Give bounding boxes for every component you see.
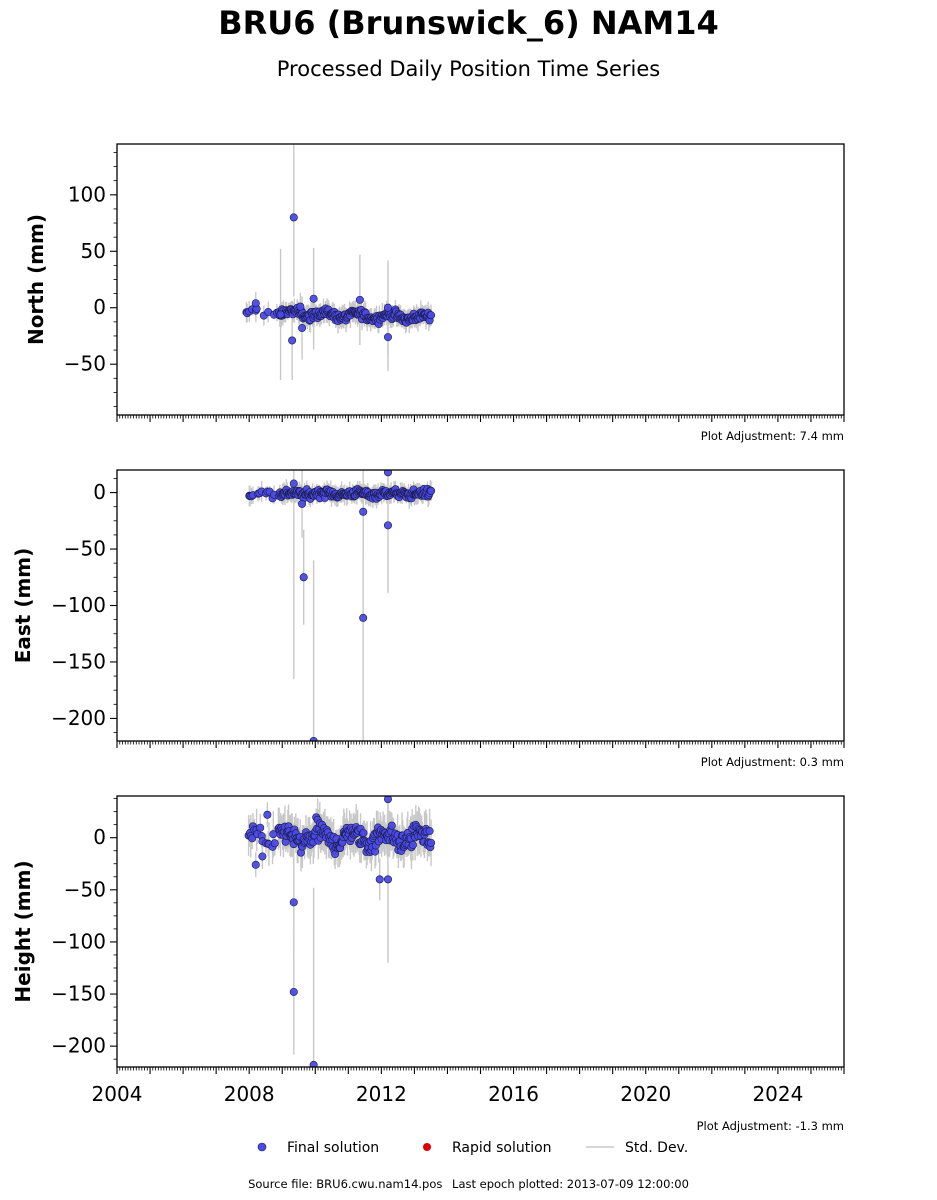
y-tick-label: 0	[93, 295, 106, 319]
data-point	[248, 834, 257, 843]
data-point	[375, 875, 384, 884]
data-point	[383, 796, 392, 804]
footer-note: Source file: BRU6.cwu.nam14.pos Last epo…	[0, 1177, 937, 1191]
data-point	[383, 521, 392, 530]
axes-frame	[116, 469, 845, 742]
plot-area	[242, 144, 436, 380]
data-point	[427, 486, 436, 495]
data-point	[408, 840, 417, 849]
plot-area	[244, 796, 436, 1067]
footer-last-epoch: Last epoch plotted: 2013-07-09 12:00:00	[452, 1177, 689, 1191]
legend-rapid-marker	[423, 1143, 431, 1151]
data-point	[359, 507, 368, 516]
data-point	[299, 573, 308, 582]
plot-adjustment-note: Plot Adjustment: 0.3 mm	[701, 755, 844, 769]
data-point	[427, 311, 436, 320]
y-tick-label: −50	[64, 352, 106, 376]
y-axis-label: North (mm)	[24, 214, 48, 345]
y-tick-label: 50	[81, 239, 106, 263]
data-point	[309, 294, 318, 303]
data-point	[383, 470, 392, 477]
panel-height: −200 −150 −100 −50 0 Height (mm) Plot Adjustme…	[11, 795, 845, 1133]
data-point	[276, 310, 285, 319]
x-tick-label: 2008	[224, 1082, 275, 1106]
data-point	[309, 1060, 318, 1067]
data-point	[387, 821, 396, 830]
data-point	[359, 828, 368, 837]
data-point	[256, 823, 265, 832]
y-tick-label: −150	[51, 649, 106, 673]
y-axis-label: Height (mm)	[11, 860, 35, 1002]
data-point	[251, 299, 260, 308]
axes-frame	[116, 143, 845, 416]
y-axis-label: East (mm)	[11, 548, 35, 664]
data-point	[383, 303, 392, 312]
plot-area	[245, 470, 436, 741]
y-tick-label: 0	[93, 480, 106, 504]
data-point	[383, 875, 392, 884]
y-tick-label: 100	[68, 182, 106, 206]
data-point	[289, 898, 298, 907]
chart-title: BRU6 (Brunswick_6) NAM14	[218, 4, 719, 42]
data-point	[427, 838, 436, 847]
data-point	[425, 827, 434, 836]
plot-adjustment-note: Plot Adjustment: 7.4 mm	[701, 429, 844, 443]
y-tick-label: −100	[51, 593, 106, 617]
data-point	[263, 810, 272, 819]
y-tick-label: −200	[51, 1034, 106, 1058]
data-point	[289, 479, 298, 488]
data-point	[355, 295, 364, 304]
y-tick-label: −200	[51, 706, 106, 730]
legend-final-marker	[257, 1142, 267, 1152]
x-tick-label: 2012	[356, 1082, 407, 1106]
data-point	[289, 213, 298, 222]
data-point	[288, 336, 297, 345]
y-tick-label: −50	[64, 537, 106, 561]
data-point	[251, 860, 260, 869]
y-tick-label: 0	[93, 825, 106, 849]
footer-source: Source file: BRU6.cwu.nam14.pos	[248, 1177, 443, 1191]
panel-east: −200 −150 −100 −50 0 East (mm) Plot Adjustment…	[11, 469, 845, 769]
data-point	[383, 333, 392, 342]
data-point	[258, 852, 267, 861]
legend: Final solution Rapid solution Std. Dev.	[257, 1140, 688, 1156]
y-tick-label: −50	[64, 877, 106, 901]
plot-adjustment-note: Plot Adjustment: -1.3 mm	[697, 1119, 844, 1133]
data-point	[270, 839, 279, 848]
legend-std-label: Std. Dev.	[625, 1140, 688, 1156]
y-tick-label: −150	[51, 982, 106, 1006]
legend-final-label: Final solution	[287, 1140, 379, 1156]
data-point	[359, 613, 368, 622]
panel-north: −50 0 50 100 North (mm) Plot Adjustment: 7.4 …	[24, 143, 845, 443]
chart-subtitle: Processed Daily Position Time Series	[276, 57, 661, 81]
x-tick-label: 2020	[620, 1082, 671, 1106]
legend-rapid-label: Rapid solution	[452, 1140, 552, 1156]
x-tick-label: 2016	[488, 1082, 539, 1106]
data-point	[289, 987, 298, 996]
axes-frame	[116, 795, 845, 1068]
y-tick-label: −100	[51, 929, 106, 953]
data-point	[298, 499, 307, 508]
data-point	[296, 302, 305, 311]
x-tick-label: 2004	[92, 1082, 143, 1106]
data-point	[298, 324, 307, 333]
x-tick-label: 2024	[752, 1082, 803, 1106]
